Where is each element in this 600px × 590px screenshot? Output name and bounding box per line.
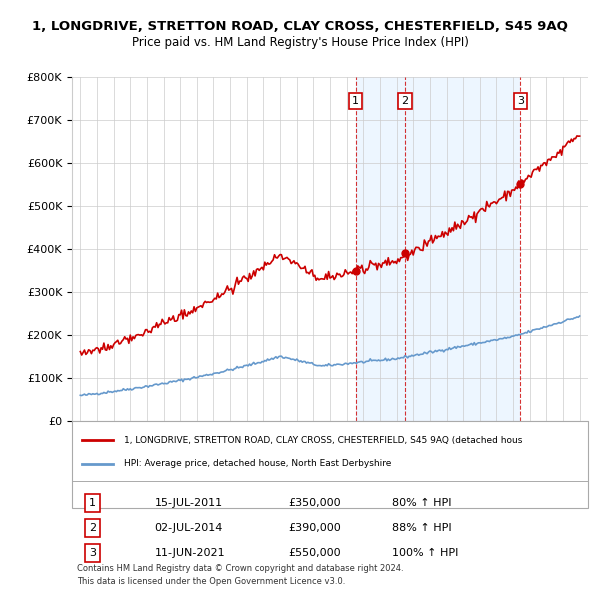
Text: This data is licensed under the Open Government Licence v3.0.: This data is licensed under the Open Gov… (77, 577, 346, 586)
Text: Price paid vs. HM Land Registry's House Price Index (HPI): Price paid vs. HM Land Registry's House … (131, 36, 469, 49)
Text: 88% ↑ HPI: 88% ↑ HPI (392, 523, 452, 533)
Text: 1: 1 (352, 96, 359, 106)
Text: 02-JUL-2014: 02-JUL-2014 (155, 523, 223, 533)
Text: £550,000: £550,000 (289, 548, 341, 558)
Text: 15-JUL-2011: 15-JUL-2011 (155, 498, 223, 508)
Text: 2: 2 (401, 96, 409, 106)
Text: HPI: Average price, detached house, North East Derbyshire: HPI: Average price, detached house, Nort… (124, 459, 391, 468)
FancyBboxPatch shape (72, 421, 588, 507)
Text: 3: 3 (89, 548, 96, 558)
Bar (356, 77, 405, 421)
Text: 2: 2 (89, 523, 96, 533)
Text: Contains HM Land Registry data © Crown copyright and database right 2024.: Contains HM Land Registry data © Crown c… (77, 564, 404, 573)
Bar (405, 77, 520, 421)
Text: 1, LONGDRIVE, STRETTON ROAD, CLAY CROSS, CHESTERFIELD, S45 9AQ: 1, LONGDRIVE, STRETTON ROAD, CLAY CROSS,… (32, 20, 568, 33)
Text: 1: 1 (89, 498, 96, 508)
Text: 80% ↑ HPI: 80% ↑ HPI (392, 498, 451, 508)
Text: 1, LONGDRIVE, STRETTON ROAD, CLAY CROSS, CHESTERFIELD, S45 9AQ (detached hous: 1, LONGDRIVE, STRETTON ROAD, CLAY CROSS,… (124, 436, 522, 445)
Text: £390,000: £390,000 (289, 523, 341, 533)
Text: 3: 3 (517, 96, 524, 106)
Text: 11-JUN-2021: 11-JUN-2021 (155, 548, 225, 558)
Text: 100% ↑ HPI: 100% ↑ HPI (392, 548, 458, 558)
Text: £350,000: £350,000 (289, 498, 341, 508)
